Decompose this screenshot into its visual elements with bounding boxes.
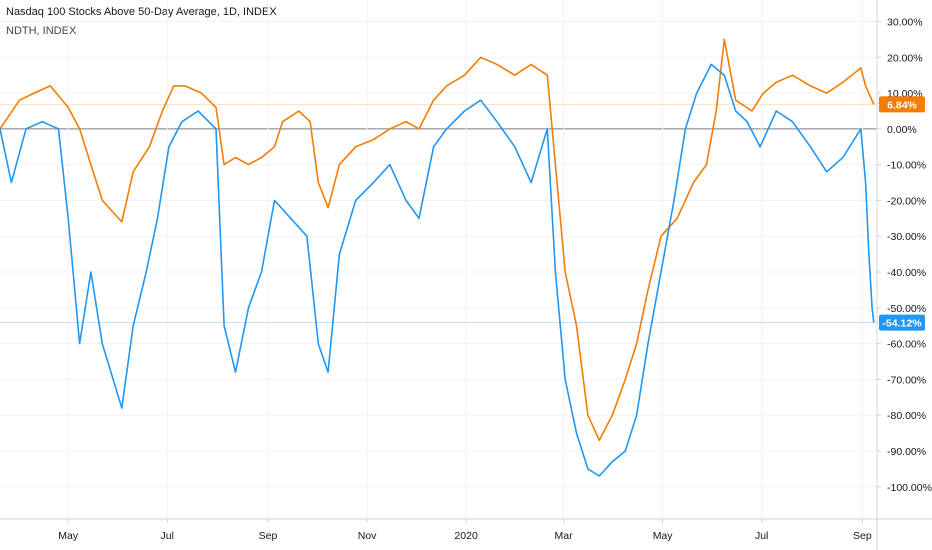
last-value-badge-1: [879, 314, 925, 331]
chart-subtitle: NDTH, INDEX: [6, 25, 77, 37]
y-tick-label: -90.00%: [887, 446, 926, 458]
grid-layer: [0, 0, 877, 519]
x-tick-label: Jul: [755, 530, 768, 542]
y-tick-label: -100.00%: [887, 482, 932, 494]
series-layer: [0, 38, 877, 477]
x-tick-label: May: [653, 530, 674, 542]
chart-title: Nasdaq 100 Stocks Above 50-Day Average, …: [6, 6, 277, 18]
x-tick-label: Mar: [555, 530, 574, 542]
y-tick-label: -80.00%: [887, 410, 926, 422]
series-line-1: [0, 63, 875, 477]
last-value-label-1: -54.12%: [882, 318, 922, 330]
y-tick-label: -70.00%: [887, 374, 926, 386]
x-tick-label: Sep: [853, 530, 872, 542]
y-tick-label: -30.00%: [887, 231, 926, 243]
last-value-badge-0: [879, 96, 925, 113]
y-tick-label: 0.00%: [887, 124, 917, 136]
y-tick-label: -10.00%: [887, 160, 926, 172]
series-line-0: [0, 38, 875, 442]
x-tick-label: Nov: [358, 530, 377, 542]
label-layer: 6.84% -54.12%: [879, 96, 925, 331]
x-tick-label: May: [58, 530, 79, 542]
y-tick-label: 30.00%: [887, 16, 923, 28]
y-tick-label: -20.00%: [887, 195, 926, 207]
last-value-label-0: 6.84%: [887, 99, 917, 111]
y-tick-label: -60.00%: [887, 339, 926, 351]
x-tick-label: Jul: [161, 530, 174, 542]
y-tick-label: -50.00%: [887, 303, 926, 315]
x-tick-label: 2020: [454, 530, 478, 542]
y-tick-label: -40.00%: [887, 267, 926, 279]
y-tick-label: 20.00%: [887, 52, 923, 64]
x-tick-label: Sep: [259, 530, 278, 542]
